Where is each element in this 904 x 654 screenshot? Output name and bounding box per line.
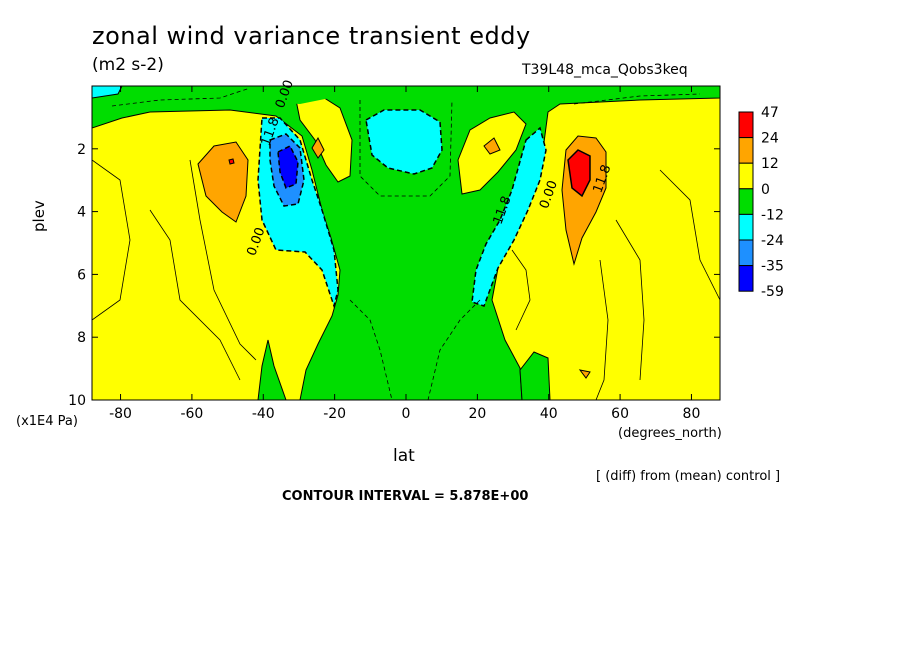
colorbar-label: -35 bbox=[761, 259, 784, 275]
y-tick-label: 8 bbox=[77, 330, 86, 346]
colorbar-label: 0 bbox=[761, 182, 770, 198]
colorbar-label: -59 bbox=[761, 284, 784, 300]
colorbar-swatch bbox=[738, 213, 754, 241]
colorbar-label: 24 bbox=[761, 131, 779, 147]
negative-peak-left bbox=[277, 144, 299, 189]
colorbar-swatch bbox=[738, 239, 754, 267]
colorbar-label: 47 bbox=[761, 105, 779, 121]
colorbar-swatch bbox=[738, 188, 754, 215]
positive-region-left-orange bbox=[197, 141, 249, 223]
x-tick-label: -80 bbox=[109, 406, 132, 422]
negative-region-lower-left bbox=[257, 339, 287, 400]
y-tick-label: 2 bbox=[77, 142, 86, 158]
y-axis-unit: (x1E4 Pa) bbox=[16, 414, 78, 429]
positive-peak-right bbox=[567, 149, 591, 198]
x-axis-ticks: -80 -60 -40 -20 0 20 40 60 80 bbox=[109, 86, 700, 422]
x-tick-label: 0 bbox=[402, 406, 411, 422]
run-id: T39L48_mca_Qobs3keq bbox=[522, 62, 688, 78]
colorbar-swatch bbox=[738, 162, 754, 190]
diff-note: [ (diff) from (mean) control ] bbox=[596, 469, 781, 484]
contour-interval: CONTOUR INTERVAL = 5.878E+00 bbox=[282, 489, 529, 504]
small-positive-right bbox=[483, 137, 501, 155]
colorbar-swatch bbox=[738, 265, 754, 292]
x-tick-label: 40 bbox=[540, 406, 558, 422]
y-tick-label: 4 bbox=[77, 205, 86, 221]
x-tick-label: -20 bbox=[323, 406, 346, 422]
x-tick-label: -40 bbox=[252, 406, 275, 422]
y-tick-label: 10 bbox=[68, 393, 86, 409]
positive-peak-left bbox=[228, 158, 235, 165]
positive-blob-lower-right bbox=[578, 369, 591, 379]
y-axis-ticks: 2 4 6 8 10 bbox=[68, 142, 720, 409]
negative-region-lower-right bbox=[519, 351, 551, 400]
colorbar-swatch bbox=[738, 137, 754, 164]
colorbar: 47 24 12 0 -12 -24 -35 -59 bbox=[738, 105, 784, 300]
thin-contours bbox=[92, 159, 720, 400]
negative-region-right-cyan bbox=[471, 126, 547, 307]
colorbar-label: -12 bbox=[761, 207, 784, 223]
colorbar-swatch bbox=[738, 111, 754, 139]
colorbar-label: 12 bbox=[761, 156, 779, 172]
chart-units: (m2 s-2) bbox=[92, 55, 164, 75]
negative-corner-top-left bbox=[92, 86, 123, 99]
negative-region-center-cyan bbox=[365, 109, 443, 175]
x-tick-label: -60 bbox=[180, 406, 203, 422]
negative-region-center bbox=[92, 86, 720, 400]
y-tick-label: 6 bbox=[77, 267, 86, 283]
positive-island-left bbox=[295, 93, 353, 183]
chart-title: zonal wind variance transient eddy bbox=[92, 22, 531, 50]
x-tick-label: 60 bbox=[611, 406, 629, 422]
x-tick-label: 80 bbox=[683, 406, 701, 422]
x-axis-unit: (degrees_north) bbox=[618, 426, 722, 441]
x-tick-label: 20 bbox=[468, 406, 486, 422]
small-positive-left bbox=[311, 136, 325, 159]
dashed-contours bbox=[111, 87, 701, 400]
colorbar-label: -24 bbox=[761, 233, 784, 249]
x-axis-label: lat bbox=[393, 446, 415, 466]
